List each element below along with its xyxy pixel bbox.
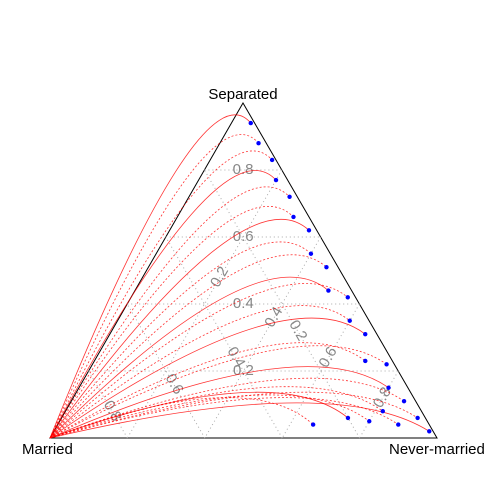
trajectory xyxy=(49,397,399,439)
tick-label: 0.6 xyxy=(233,228,254,245)
point xyxy=(287,194,292,199)
point xyxy=(326,288,331,293)
trajectory xyxy=(49,345,387,439)
point xyxy=(248,120,253,126)
point xyxy=(324,264,329,270)
trajectory xyxy=(49,276,329,439)
trajectory xyxy=(49,391,349,439)
point xyxy=(363,358,368,364)
trajectory xyxy=(49,150,273,439)
trajectory xyxy=(49,134,259,439)
tick-label: 0.8 xyxy=(233,161,254,178)
triangle xyxy=(49,102,438,439)
point xyxy=(291,214,296,220)
trajectory xyxy=(49,402,430,439)
trajectory xyxy=(49,241,312,439)
trajectory xyxy=(49,386,384,439)
trajectory xyxy=(49,391,418,439)
point xyxy=(256,141,261,146)
tick-label: 0.8 xyxy=(370,384,395,411)
grid-line xyxy=(359,370,399,439)
trajectory xyxy=(49,317,366,439)
point xyxy=(380,409,385,414)
trajectory xyxy=(49,114,252,439)
point xyxy=(396,422,401,427)
point xyxy=(310,422,316,427)
point xyxy=(367,419,372,424)
point xyxy=(427,429,432,434)
point xyxy=(386,385,391,390)
trajectory xyxy=(49,397,314,439)
point xyxy=(308,251,314,256)
tick-label: 0.4 xyxy=(261,304,286,331)
point xyxy=(363,331,368,337)
tick-label: 0.4 xyxy=(233,295,254,312)
trajectory xyxy=(49,206,294,439)
point xyxy=(401,398,407,404)
point xyxy=(306,228,312,233)
trajectory xyxy=(49,394,370,439)
grid-line xyxy=(88,370,128,439)
point xyxy=(345,295,350,300)
point xyxy=(415,415,420,421)
trajectory xyxy=(49,254,327,439)
trajectory xyxy=(49,170,277,439)
point xyxy=(345,415,351,421)
point xyxy=(347,318,352,323)
vertex-label: Separated xyxy=(208,86,277,103)
tick-label: 0.2 xyxy=(233,362,254,379)
trajectory xyxy=(49,366,389,439)
grid-line xyxy=(165,236,283,439)
vertex-label: Never-married xyxy=(389,441,485,458)
trajectory xyxy=(49,219,310,439)
grid-line xyxy=(126,169,283,439)
trajectory xyxy=(49,342,366,439)
trajectory xyxy=(49,377,405,439)
tick-label: 0.2 xyxy=(285,317,310,344)
point xyxy=(269,157,275,163)
grid-line xyxy=(281,303,360,439)
point xyxy=(273,177,279,183)
point xyxy=(384,362,389,367)
vertex-label: Married xyxy=(22,441,73,458)
